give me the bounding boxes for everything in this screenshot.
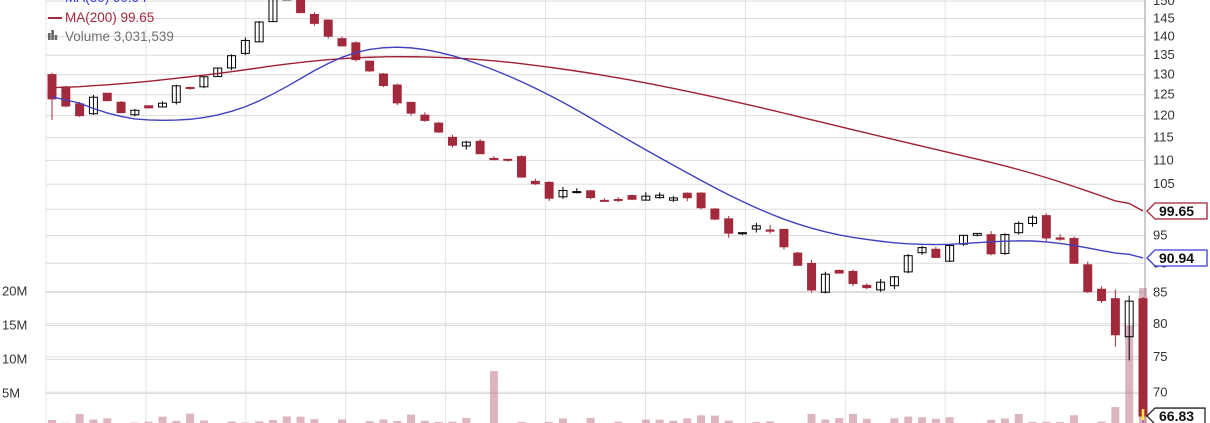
- svg-text:105: 105: [1153, 176, 1175, 191]
- svg-text:85: 85: [1153, 285, 1167, 300]
- svg-text:130: 130: [1153, 67, 1175, 82]
- svg-text:135: 135: [1153, 47, 1175, 62]
- svg-text:99.65: 99.65: [1159, 203, 1194, 219]
- svg-text:10M: 10M: [2, 352, 27, 367]
- svg-text:MA(200) 99.65: MA(200) 99.65: [65, 10, 154, 25]
- svg-text:115: 115: [1153, 130, 1174, 145]
- svg-text:20M: 20M: [2, 284, 27, 299]
- svg-text:110: 110: [1153, 152, 1174, 167]
- svg-text:140: 140: [1153, 29, 1175, 44]
- svg-text:125: 125: [1153, 87, 1175, 102]
- svg-text:75: 75: [1153, 349, 1167, 364]
- svg-text:145: 145: [1153, 11, 1175, 26]
- svg-text:95: 95: [1153, 228, 1167, 243]
- svg-text:66.83: 66.83: [1159, 408, 1194, 423]
- svg-text:70: 70: [1153, 384, 1167, 399]
- svg-text:120: 120: [1153, 108, 1175, 123]
- svg-text:5M: 5M: [2, 386, 20, 401]
- svg-text:15M: 15M: [2, 318, 27, 333]
- svg-text:MA(50) 90.94: MA(50) 90.94: [65, 0, 147, 5]
- svg-text:80: 80: [1153, 316, 1167, 331]
- svg-text:150: 150: [1153, 0, 1175, 8]
- svg-text:Volume 3,031,539: Volume 3,031,539: [65, 29, 174, 44]
- svg-text:90.94: 90.94: [1159, 250, 1194, 266]
